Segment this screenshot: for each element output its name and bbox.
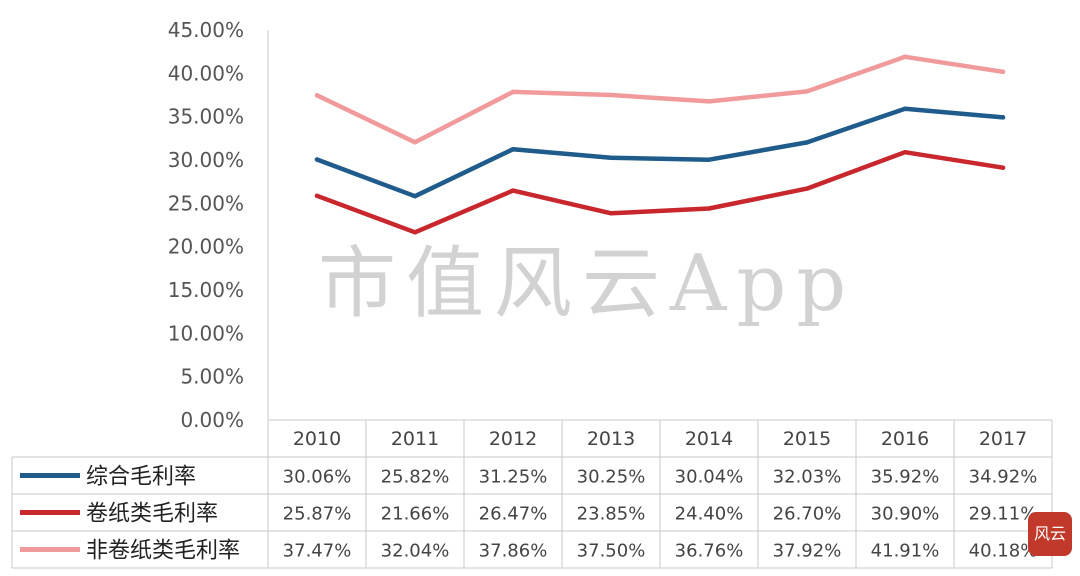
data-label: 30.90% xyxy=(871,504,940,525)
data-label: 35.92% xyxy=(871,467,940,488)
data-label: 41.91% xyxy=(871,541,940,562)
data-label: 24.40% xyxy=(675,504,744,525)
x-tick-label: 2013 xyxy=(587,428,635,450)
legend-label: 综合毛利率 xyxy=(86,465,196,490)
data-point xyxy=(314,193,320,198)
data-label: 37.86% xyxy=(479,541,548,562)
data-point xyxy=(608,155,614,161)
watermark-text: 市值风云App xyxy=(318,239,856,329)
series-line-2 xyxy=(314,54,1006,145)
y-tick-label: 15.00% xyxy=(168,278,244,302)
data-label: 21.66% xyxy=(381,504,450,525)
data-point xyxy=(412,194,418,199)
data-point xyxy=(314,93,320,98)
data-point xyxy=(412,230,418,235)
y-tick-label: 0.00% xyxy=(180,408,244,432)
y-tick-label: 5.00% xyxy=(180,365,244,389)
data-label: 26.47% xyxy=(479,504,548,525)
data-label: 30.06% xyxy=(283,467,352,488)
y-tick-label: 30.00% xyxy=(168,148,244,172)
data-point xyxy=(510,146,516,152)
seal-stamp: 风云 xyxy=(1028,512,1072,556)
series-line-1 xyxy=(314,149,1006,235)
data-label: 25.82% xyxy=(381,467,450,488)
data-label: 36.76% xyxy=(675,541,744,562)
data-point xyxy=(1000,69,1006,74)
data-label: 37.92% xyxy=(773,541,842,562)
x-tick-label: 2014 xyxy=(685,428,733,450)
data-point xyxy=(706,157,712,162)
legend-label: 卷纸类毛利率 xyxy=(86,502,218,527)
data-label: 34.92% xyxy=(969,467,1038,488)
y-tick-label: 35.00% xyxy=(168,105,244,129)
data-label: 32.03% xyxy=(773,467,842,488)
data-point xyxy=(706,206,712,211)
data-point xyxy=(510,188,516,193)
data-point xyxy=(1000,165,1006,170)
x-tick-label: 2017 xyxy=(979,428,1027,450)
data-point xyxy=(804,89,810,94)
data-point xyxy=(804,186,810,191)
data-label: 37.47% xyxy=(283,541,352,562)
data-point xyxy=(902,150,908,155)
x-tick-label: 2016 xyxy=(881,428,929,450)
data-label: 30.25% xyxy=(577,467,646,488)
y-tick-label: 40.00% xyxy=(168,61,244,85)
data-point xyxy=(902,54,908,59)
x-tick-label: 2015 xyxy=(783,428,831,450)
x-tick-label: 2011 xyxy=(391,428,439,450)
data-label: 30.04% xyxy=(675,467,744,488)
y-tick-label: 20.00% xyxy=(168,235,244,259)
data-label: 26.70% xyxy=(773,504,842,525)
data-point xyxy=(902,106,908,111)
data-point xyxy=(314,157,320,162)
data-point xyxy=(608,92,614,98)
y-tick-label: 10.00% xyxy=(168,321,244,345)
series-line-0 xyxy=(314,106,1006,199)
legend-label: 非卷纸类毛利率 xyxy=(86,539,240,564)
data-label: 32.04% xyxy=(381,541,450,562)
data-point xyxy=(706,99,712,104)
y-tick-label: 45.00% xyxy=(168,18,244,42)
data-label: 25.87% xyxy=(283,504,352,525)
x-tick-label: 2010 xyxy=(293,428,341,450)
data-point xyxy=(608,211,614,216)
data-point xyxy=(510,89,516,95)
data-label: 37.50% xyxy=(577,541,646,562)
data-point xyxy=(1000,115,1006,120)
y-tick-label: 25.00% xyxy=(168,191,244,215)
data-point xyxy=(804,140,810,145)
data-label: 40.18% xyxy=(969,541,1038,562)
data-label: 23.85% xyxy=(577,504,646,525)
data-label: 31.25% xyxy=(479,467,548,488)
x-tick-label: 2012 xyxy=(489,428,537,450)
data-point xyxy=(412,140,418,145)
data-label: 29.11% xyxy=(969,504,1038,525)
